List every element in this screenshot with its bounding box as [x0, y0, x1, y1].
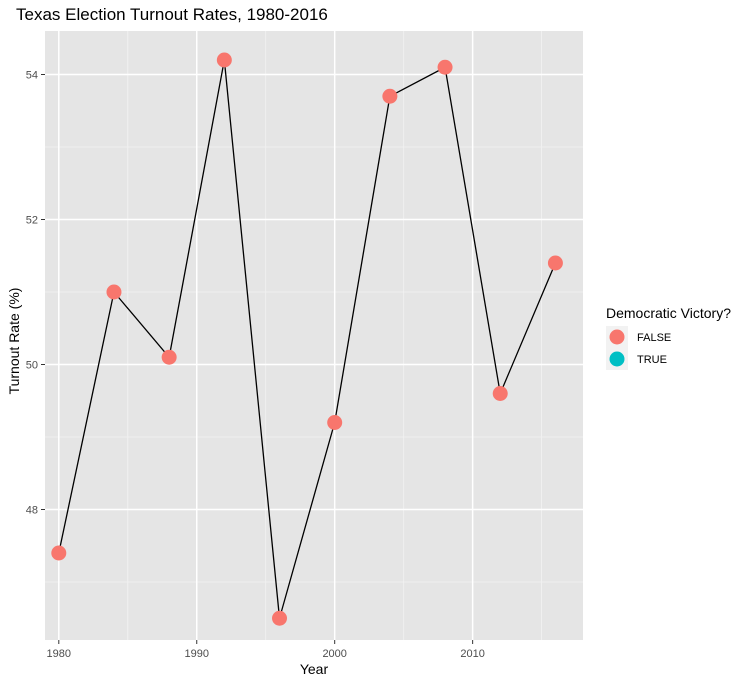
data-point [106, 284, 122, 300]
x-tick-label: 2010 [460, 648, 484, 660]
y-tick-label: 50 [26, 360, 38, 372]
data-point [492, 386, 508, 401]
x-tick-label: 1990 [185, 648, 209, 660]
data-point [327, 415, 343, 430]
y-axis: 48 50 52 54 [26, 70, 45, 517]
y-tick-label: 54 [26, 70, 38, 82]
y-axis-title: Turnout Rate (%) [6, 288, 22, 395]
data-point [216, 52, 232, 68]
chart-title: Texas Election Turnout Rates, 1980-2016 [16, 5, 328, 24]
legend-label: TRUE [637, 354, 667, 366]
data-point [51, 545, 67, 561]
legend-swatch [609, 351, 625, 367]
data-point [161, 349, 177, 365]
panel-background [45, 31, 583, 640]
y-tick-label: 52 [26, 215, 38, 227]
x-tick-label: 2000 [322, 648, 346, 660]
data-point [547, 255, 563, 271]
series-line [58, 59, 557, 619]
legend-label: FALSE [637, 332, 671, 344]
data-point [382, 88, 398, 104]
x-tick-label: 1980 [47, 648, 71, 660]
legend-swatch [609, 329, 625, 345]
plot-panel [45, 31, 583, 640]
legend: Democratic Victory? FALSE TRUE [606, 305, 731, 370]
y-tick-label: 48 [26, 505, 38, 517]
data-point [437, 59, 453, 75]
x-axis-title: Year [300, 661, 329, 677]
x-axis: 1980 1990 2000 2010 [47, 640, 485, 660]
legend-title: Democratic Victory? [606, 305, 731, 321]
data-point [272, 610, 288, 626]
